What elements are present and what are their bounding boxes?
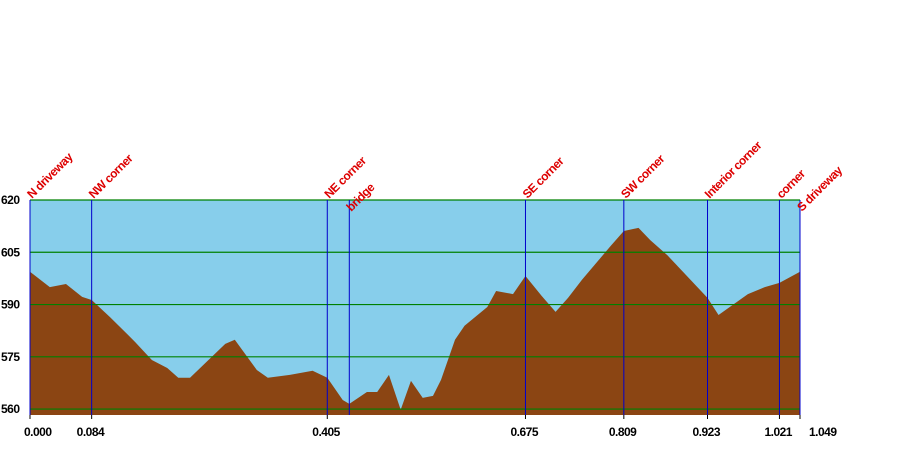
y-tick-label: 575 xyxy=(1,350,20,364)
y-tick-label: 560 xyxy=(1,402,20,416)
x-tick-label: 0.000 xyxy=(24,425,52,439)
x-tick-label: 0.084 xyxy=(77,425,105,439)
landmark-label: Interior corner xyxy=(702,138,765,201)
x-tick-label: 1.049 xyxy=(809,425,837,439)
x-tick-label: 1.021 xyxy=(764,425,792,439)
x-tick-label: 0.675 xyxy=(510,425,538,439)
elevation-area xyxy=(30,227,800,415)
x-tick-label: 0.405 xyxy=(312,425,340,439)
landmark-label: SE corner xyxy=(520,154,567,201)
y-tick-label: 620 xyxy=(1,193,20,207)
y-tick-label: 605 xyxy=(1,245,20,259)
landmark-label: NW corner xyxy=(86,151,136,201)
x-tick-label: 0.809 xyxy=(609,425,637,439)
landmark-label: SW corner xyxy=(618,151,668,201)
y-tick-label: 590 xyxy=(1,298,20,312)
x-tick-label: 0.923 xyxy=(693,425,721,439)
landmark-label: N driveway xyxy=(24,149,76,201)
landmark-label: S driveway xyxy=(794,163,845,214)
